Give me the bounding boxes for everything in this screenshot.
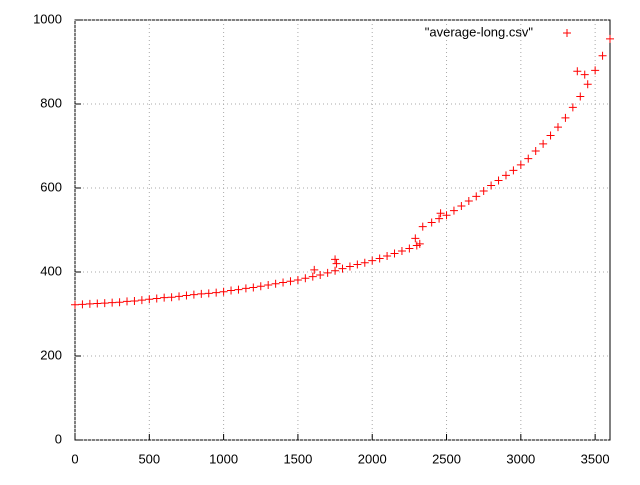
data-point	[332, 259, 341, 268]
data-point	[85, 299, 94, 308]
data-point	[580, 70, 589, 79]
data-point	[606, 34, 614, 43]
x-tick-label: 500	[138, 451, 160, 466]
data-point	[457, 202, 466, 211]
data-point	[93, 299, 102, 308]
data-point	[316, 270, 325, 279]
y-tick-label: 600	[40, 179, 62, 194]
data-point	[435, 214, 444, 223]
y-tick-label: 200	[40, 347, 62, 362]
data-point	[464, 197, 473, 206]
legend-label: "average-long.csv"	[425, 24, 534, 39]
y-tick-label: 800	[40, 95, 62, 110]
data-point	[524, 154, 533, 163]
data-point	[561, 113, 570, 122]
data-point	[160, 293, 169, 302]
data-point	[197, 289, 206, 298]
data-point	[487, 181, 496, 190]
data-point	[227, 286, 236, 295]
x-tick-label: 1000	[209, 451, 238, 466]
data-point	[123, 297, 132, 306]
data-point	[71, 300, 79, 309]
data-point	[100, 299, 109, 308]
x-tick-label: 0	[71, 451, 78, 466]
data-point	[152, 294, 161, 303]
data-point	[568, 103, 577, 112]
data-point	[338, 264, 347, 273]
data-point	[546, 131, 555, 140]
data-point	[310, 265, 319, 274]
data-point	[145, 295, 154, 304]
data-point	[375, 254, 384, 263]
data-point	[360, 258, 369, 267]
x-tick-label: 3000	[506, 451, 535, 466]
data-point	[411, 234, 420, 243]
data-point	[175, 292, 184, 301]
data-point	[264, 281, 273, 290]
data-point	[576, 92, 585, 101]
data-point	[130, 296, 139, 305]
data-point	[331, 266, 340, 275]
data-point	[219, 287, 228, 296]
data-point	[591, 66, 600, 75]
data-point	[516, 160, 525, 169]
data-point	[286, 277, 295, 286]
data-point	[331, 255, 340, 264]
y-tick-label: 1000	[33, 11, 62, 26]
data-point	[182, 291, 191, 300]
data-point	[405, 244, 414, 253]
legend-marker	[563, 29, 571, 37]
data-point	[583, 80, 592, 89]
x-tick-label: 3500	[581, 451, 610, 466]
data-point	[415, 239, 424, 248]
data-point	[78, 300, 87, 309]
data-point	[167, 293, 176, 302]
data-point	[234, 285, 243, 294]
data-point	[494, 176, 503, 185]
data-point	[204, 289, 213, 298]
data-point	[241, 284, 250, 293]
data-point	[189, 290, 198, 299]
data-point	[383, 252, 392, 261]
data-point	[509, 166, 518, 175]
data-point	[472, 192, 481, 201]
data-point	[397, 247, 406, 255]
data-point	[449, 206, 458, 215]
data-point	[539, 139, 548, 148]
data-point	[271, 279, 280, 288]
data-point	[390, 249, 399, 258]
data-point	[212, 288, 221, 297]
data-point	[573, 67, 582, 76]
data-point	[345, 262, 354, 271]
data-point	[598, 51, 607, 60]
data-point	[137, 296, 146, 305]
data-point	[115, 298, 124, 307]
data-point	[368, 256, 377, 265]
data-point	[442, 211, 451, 220]
plot-frame	[74, 19, 611, 441]
x-tick-label: 2500	[432, 451, 461, 466]
data-point	[353, 260, 362, 269]
data-point	[553, 123, 562, 132]
data-point	[293, 275, 302, 284]
data-point	[418, 222, 427, 231]
data-point	[531, 147, 540, 156]
y-tick-label: 0	[55, 431, 62, 446]
data-point	[249, 283, 258, 292]
data-point	[308, 272, 317, 281]
data-point	[323, 268, 332, 277]
data-point	[301, 274, 310, 283]
data-point	[279, 278, 288, 287]
data-point	[108, 298, 117, 307]
x-tick-label: 2000	[358, 451, 387, 466]
data-point	[501, 171, 510, 180]
data-point	[256, 282, 265, 291]
x-tick-label: 1500	[283, 451, 312, 466]
data-point	[427, 218, 436, 227]
y-tick-label: 400	[40, 263, 62, 278]
data-point	[436, 209, 445, 218]
data-point	[479, 186, 488, 195]
